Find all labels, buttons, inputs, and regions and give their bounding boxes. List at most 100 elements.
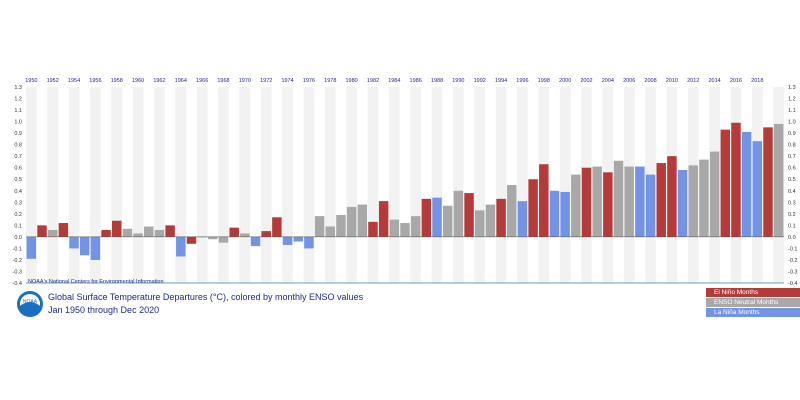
bar-2003 bbox=[592, 166, 602, 237]
year-band bbox=[143, 87, 155, 283]
y-axis-left: -0.4 -0.3 -0.2 -0.1 0.0 0.1 0.2 0.3 0.4 0.5 0.6 0.7… bbox=[13, 85, 22, 287]
year-band bbox=[122, 87, 133, 283]
bar-1951 bbox=[37, 225, 47, 237]
bar-1996 bbox=[517, 201, 528, 237]
year-band bbox=[303, 87, 315, 283]
year-band bbox=[485, 87, 496, 283]
bar-2020 bbox=[773, 123, 784, 237]
y-tick-label: 0.4 bbox=[14, 189, 22, 195]
bar-2008 bbox=[645, 174, 656, 237]
x-tick-label: 2002 bbox=[580, 78, 592, 84]
x-tick-label: 1970 bbox=[239, 78, 251, 84]
bar-1968 bbox=[218, 236, 229, 243]
x-tick-label: 2016 bbox=[730, 78, 742, 84]
y-tick-label-right: -0.2 bbox=[788, 258, 797, 264]
bar-1989 bbox=[442, 205, 453, 237]
y-tick-label: 1.0 bbox=[14, 120, 22, 126]
y-tick-label: 0.3 bbox=[14, 200, 22, 206]
year-band bbox=[26, 87, 37, 283]
bar-1981 bbox=[357, 204, 368, 237]
y-tick-label: 0.1 bbox=[14, 223, 22, 229]
year-band bbox=[164, 87, 176, 283]
y-tick-label: -0.3 bbox=[13, 269, 22, 275]
y-tick-label: 0.6 bbox=[14, 166, 22, 172]
year-band bbox=[250, 87, 261, 283]
bar-1953 bbox=[58, 223, 69, 237]
year-band bbox=[58, 87, 69, 283]
year-band bbox=[47, 87, 59, 283]
year-band bbox=[474, 87, 486, 283]
y-tick-label-right: -0.3 bbox=[788, 269, 797, 275]
bar-1999 bbox=[549, 190, 560, 237]
x-tick-label: 2004 bbox=[602, 78, 614, 84]
x-tick-label: 1982 bbox=[367, 78, 379, 84]
y-tick-label-right: -0.4 bbox=[788, 281, 797, 287]
x-tick-label: 2014 bbox=[708, 78, 720, 84]
bar-1975 bbox=[293, 236, 303, 242]
y-tick-label-right: 0.6 bbox=[788, 166, 796, 172]
year-band bbox=[388, 87, 400, 283]
x-tick-label: 1974 bbox=[281, 78, 293, 84]
temperature-departure-chart: -0.4 -0.3 -0.2 -0.1 0.0 0.1 0.2 0.3 0.4 0.5 0.6 0.7… bbox=[13, 78, 798, 287]
year-band bbox=[132, 87, 144, 283]
year-band bbox=[431, 87, 443, 283]
bar-2019 bbox=[763, 127, 773, 237]
year-band bbox=[378, 87, 389, 283]
year-band bbox=[196, 87, 208, 283]
bar-1978 bbox=[325, 226, 336, 237]
bar-1983 bbox=[378, 201, 389, 237]
bar-2005 bbox=[613, 160, 624, 237]
x-tick-label: 1994 bbox=[495, 78, 507, 84]
x-tick-label: 1972 bbox=[260, 78, 272, 84]
legend-item-la-nina: La Niña Months bbox=[706, 308, 800, 317]
y-tick-label: 1.2 bbox=[14, 97, 22, 103]
y-tick-label-right: 1.0 bbox=[788, 120, 796, 126]
bar-1963 bbox=[165, 225, 175, 237]
year-band bbox=[410, 87, 422, 283]
bar-1994 bbox=[496, 198, 506, 237]
bar-1952 bbox=[47, 229, 58, 237]
bar-2011 bbox=[677, 170, 688, 237]
legend-item-el-nino: El Niño Months bbox=[706, 288, 800, 297]
x-tick-label: 1954 bbox=[68, 78, 80, 84]
x-tick-label: 1964 bbox=[175, 78, 187, 84]
bar-1957 bbox=[101, 229, 111, 237]
x-tick-label: 1966 bbox=[196, 78, 208, 84]
source-note: NOAA's National Centers for Environmenta… bbox=[28, 279, 164, 285]
year-band bbox=[356, 87, 368, 283]
x-tick-label: 2012 bbox=[687, 78, 699, 84]
y-tick-label-right: 0.3 bbox=[788, 200, 796, 206]
bar-1992 bbox=[474, 210, 485, 237]
bar-2010 bbox=[667, 156, 677, 237]
bar-1961 bbox=[144, 226, 154, 237]
bar-2017 bbox=[741, 131, 752, 237]
x-tick-label: 1978 bbox=[324, 78, 336, 84]
bar-1998 bbox=[539, 164, 549, 237]
y-tick-label-right: 0.9 bbox=[788, 131, 796, 137]
year-band bbox=[186, 87, 197, 283]
y-tick-label: 1.3 bbox=[14, 85, 22, 91]
year-band bbox=[68, 87, 80, 283]
year-band bbox=[559, 87, 571, 283]
bar-1971 bbox=[250, 236, 261, 247]
year-band bbox=[335, 87, 347, 283]
bar-series bbox=[26, 122, 784, 260]
bar-1958 bbox=[112, 220, 122, 237]
bar-1982 bbox=[368, 221, 378, 237]
x-tick-label: 1990 bbox=[452, 78, 464, 84]
bar-2016 bbox=[731, 122, 741, 237]
bar-1960 bbox=[133, 233, 143, 237]
year-band bbox=[218, 87, 229, 283]
x-tick-label: 1958 bbox=[111, 78, 123, 84]
x-tick-label: 1956 bbox=[89, 78, 101, 84]
bar-1990 bbox=[453, 190, 464, 237]
y-tick-label-right: 0.2 bbox=[788, 212, 796, 218]
bar-1970 bbox=[240, 233, 250, 237]
bar-1979 bbox=[336, 214, 346, 237]
bar-2018 bbox=[752, 141, 763, 237]
x-tick-label: 2010 bbox=[666, 78, 678, 84]
y-tick-label-right: -0.1 bbox=[788, 246, 797, 252]
bar-1962 bbox=[154, 229, 165, 237]
bar-2000 bbox=[560, 191, 570, 237]
y-tick-label: -0.4 bbox=[13, 281, 22, 287]
